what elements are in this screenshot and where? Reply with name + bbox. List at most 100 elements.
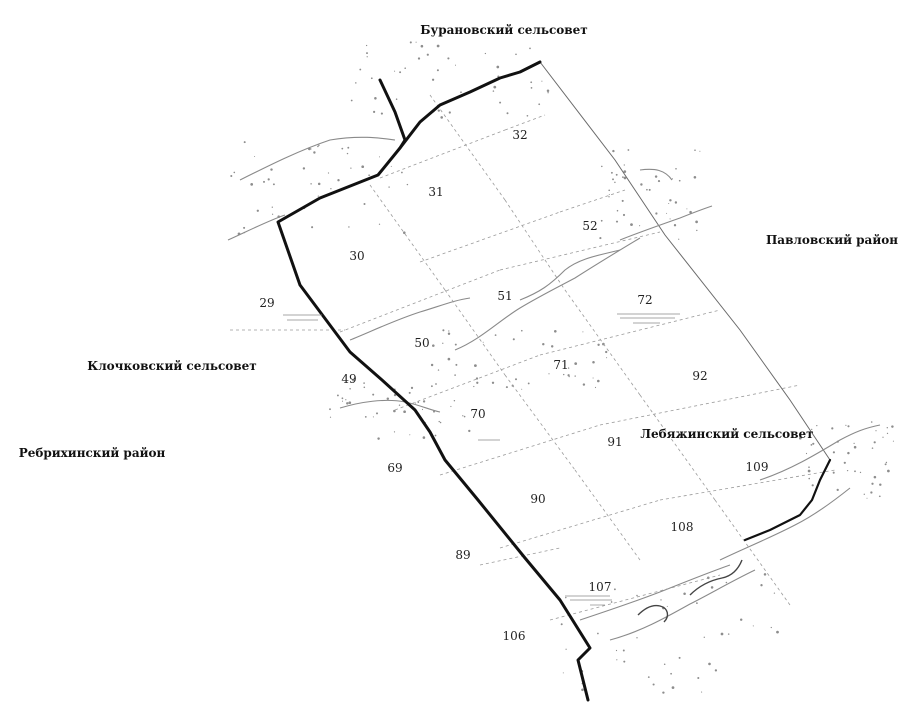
terrain-speck	[832, 451, 835, 454]
terrain-speck	[605, 350, 608, 354]
terrain-speck	[843, 461, 846, 464]
terrain-speck	[640, 183, 643, 186]
terrain-speck	[776, 630, 779, 634]
terrain-speck	[811, 484, 814, 487]
terrain-speck	[390, 165, 392, 167]
terrain-speck	[678, 179, 681, 182]
terrain-speck	[462, 415, 464, 417]
terrain-speck	[600, 219, 603, 222]
terrain-speck	[492, 90, 495, 92]
terrain-speck	[686, 208, 688, 210]
terrain-speck	[703, 636, 705, 638]
terrain-speck	[468, 429, 471, 433]
terrain-speck	[475, 377, 479, 380]
terrain-speck	[310, 148, 312, 150]
parcel-label: 50	[414, 336, 429, 350]
terrain-speck	[663, 663, 666, 666]
terrain-speck	[454, 64, 457, 66]
terrain-speck	[608, 196, 610, 198]
terrain-speck	[447, 357, 451, 361]
terrain-speck	[336, 394, 339, 397]
terrain-speck	[373, 110, 376, 113]
terrain-speck	[847, 425, 850, 428]
terrain-speck	[627, 149, 630, 151]
terrain-speck	[370, 77, 373, 80]
parcel-label: 90	[530, 492, 545, 506]
terrain-speck	[616, 659, 618, 661]
terrain-speck	[440, 116, 444, 119]
terrain-speck	[395, 98, 398, 100]
terrain-speck	[437, 109, 440, 112]
terrain-speck	[668, 202, 670, 205]
terrain-speck	[271, 206, 273, 208]
terrain-speck	[417, 401, 420, 403]
terrain-speck	[460, 91, 462, 94]
terrain-speck	[660, 599, 662, 601]
parcel-grid	[230, 94, 836, 621]
terrain-speck	[330, 188, 332, 190]
terrain-speck	[547, 92, 549, 94]
terrain-speck	[401, 171, 403, 174]
terrain-speck	[442, 329, 445, 332]
terrain-speck	[512, 338, 515, 341]
terrain-speck	[720, 632, 724, 636]
terrain-speck	[350, 167, 352, 169]
terrain-speck	[317, 182, 321, 186]
terrain-speck	[887, 469, 890, 473]
terrain-speck	[871, 482, 874, 485]
terrain-speck	[630, 223, 633, 226]
terrain-speck	[562, 672, 564, 674]
terrain-speck	[678, 238, 680, 240]
terrain-speck	[853, 442, 855, 445]
terrain-speck	[346, 152, 349, 155]
terrain-speck	[380, 112, 383, 115]
terrain-speck	[450, 405, 452, 408]
terrain-speck	[403, 231, 406, 234]
terrain-speck	[399, 71, 402, 74]
terrain-speck	[710, 586, 714, 589]
parcel-label: 109	[746, 460, 769, 474]
terrain-speck	[873, 475, 877, 479]
terrain-speck	[683, 592, 686, 596]
terrain-speck	[647, 676, 650, 678]
terrain-speck	[694, 149, 696, 151]
terrain-speck	[845, 424, 847, 426]
terrain-speck	[886, 432, 889, 435]
district-boundary-southeast	[743, 458, 832, 542]
terrain-speck	[770, 626, 772, 629]
terrain-speck	[437, 369, 440, 371]
terrain-speck	[474, 364, 477, 367]
terrain-speck	[378, 156, 381, 158]
terrain-speck	[436, 69, 439, 72]
terrain-speck	[365, 44, 368, 47]
terrain-speck	[606, 357, 608, 359]
terrain-speck	[431, 78, 435, 81]
terrain-speck	[669, 199, 672, 202]
terrain-speck	[763, 573, 767, 576]
terrain-speck	[636, 594, 638, 597]
terrain-speck	[582, 383, 586, 386]
terrain-speck	[435, 383, 437, 385]
terrain-speck	[542, 343, 545, 346]
terrain-speck	[514, 378, 518, 381]
parcel-label: 29	[259, 296, 274, 310]
terrain-speck	[652, 683, 655, 686]
terrain-speck	[263, 180, 265, 183]
terrain-speck	[496, 65, 500, 69]
terrain-speck	[670, 672, 672, 675]
terrain-speck	[414, 402, 416, 404]
terrain-speck	[546, 89, 550, 93]
terrain-speck	[337, 179, 340, 182]
terrain-speck	[871, 447, 874, 449]
terrain-speck	[270, 168, 273, 171]
terrain-speck	[349, 388, 351, 390]
terrain-speck	[760, 584, 763, 587]
terrain-speck	[426, 53, 429, 56]
terrain-speck	[363, 386, 366, 389]
terrain-speck	[594, 386, 597, 389]
terrain-speck	[368, 174, 370, 177]
terrain-speck	[648, 188, 651, 191]
terrain-speck	[612, 149, 615, 153]
terrain-speck	[565, 596, 567, 599]
terrain-speck	[847, 451, 850, 455]
